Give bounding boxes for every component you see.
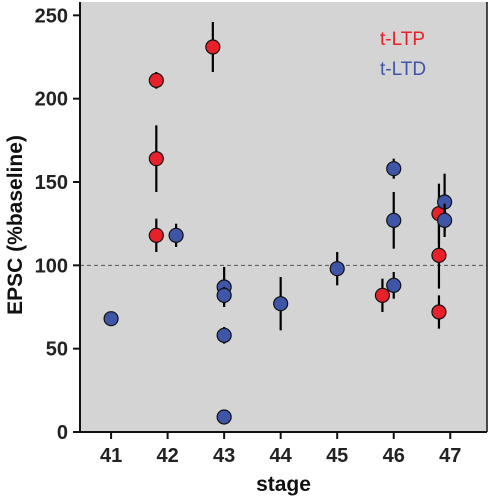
plot-background <box>80 2 487 432</box>
data-point-t-ltp <box>205 39 221 55</box>
data-point-t-ltd <box>216 327 232 343</box>
data-point-t-ltd <box>168 227 184 243</box>
x-tick-label: 45 <box>326 445 348 467</box>
x-tick-label: 47 <box>439 445 461 467</box>
y-tick-label: 250 <box>35 5 68 27</box>
y-tick-label: 150 <box>35 172 68 194</box>
x-tick-label: 41 <box>100 445 122 467</box>
y-tick-label: 100 <box>35 255 68 277</box>
data-point-t-ltp <box>148 72 164 88</box>
legend-entry-t-ltd: t-LTD <box>380 59 426 80</box>
data-point-t-ltp <box>148 151 164 167</box>
label-layer: stage EPSC (%baseline) t-LTP t-LTD <box>4 29 426 496</box>
x-tick-label: 44 <box>270 445 293 467</box>
data-point-t-ltp <box>374 287 391 303</box>
axis-layer: 0 50 100 150 200 250 41 42 43 44 45 46 47 <box>35 2 488 467</box>
data-point-t-ltp <box>431 247 447 263</box>
data-point-t-ltp <box>431 304 447 320</box>
x-axis-title: stage <box>256 473 311 496</box>
data-point-t-ltd <box>386 212 402 228</box>
data-point-t-ltd <box>386 277 402 293</box>
y-tick-label: 0 <box>57 422 68 444</box>
y-axis-title: EPSC (%baseline) <box>4 135 27 315</box>
data-point-t-ltd <box>386 161 402 177</box>
x-tick-label: 43 <box>213 445 235 467</box>
data-point-t-ltd <box>273 296 289 312</box>
data-points-layer <box>103 22 453 425</box>
x-tick-label: 46 <box>383 445 405 467</box>
data-point-t-ltd <box>329 261 345 277</box>
data-point-t-ltd <box>216 287 232 303</box>
data-point-t-ltp <box>148 227 164 243</box>
data-point-t-ltd <box>437 212 453 228</box>
y-tick-label: 200 <box>35 89 68 111</box>
x-tick-label: 42 <box>156 445 178 467</box>
data-point-t-ltd <box>103 311 119 327</box>
y-tick-label: 50 <box>46 339 68 361</box>
data-point-t-ltd <box>216 409 232 425</box>
legend-entry-t-ltp: t-LTP <box>380 29 425 50</box>
